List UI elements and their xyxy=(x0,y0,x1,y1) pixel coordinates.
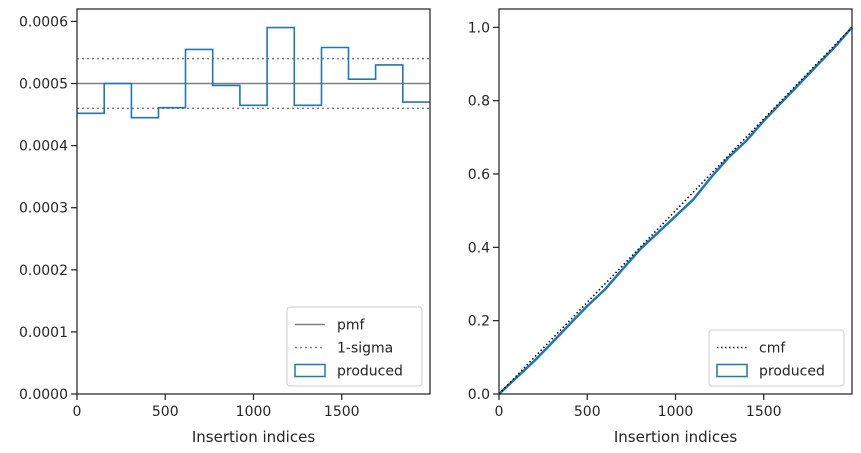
left-frame xyxy=(76,8,431,395)
left-legend-label: 1-sigma xyxy=(337,341,393,357)
right-y-tick-label: 0.8 xyxy=(468,94,490,110)
right-x-tick-label: 1000 xyxy=(658,404,694,420)
left-x-tick-label: 1000 xyxy=(236,404,272,420)
right-x-tick-label: 1500 xyxy=(746,404,782,420)
right-legend-label: cmf xyxy=(759,341,786,357)
right-axes: 0 500 1000 1500 0.0 0.2 0.4 0.6 0.8 1.0 Insertion … xyxy=(468,8,853,446)
cmf-line xyxy=(498,26,853,395)
right-x-tick-label: 500 xyxy=(574,404,601,420)
right-y-tick-label: 1.0 xyxy=(468,20,490,36)
left-x-tick-label: 0 xyxy=(73,404,82,420)
left-x-tick-label: 1500 xyxy=(324,404,360,420)
right-x-axis-label: Insertion indices xyxy=(614,428,737,446)
right-legend-label: produced xyxy=(759,364,825,380)
left-y-tick-label: 0.0002 xyxy=(19,263,68,279)
left-axes: 0 500 1000 1500 0.0000 0.0001 0.0002 0.0003 0.00… xyxy=(19,8,431,446)
produced-cdf-line xyxy=(498,26,853,395)
left-legend-label: pmf xyxy=(337,318,366,334)
right-x-tick-label: 0 xyxy=(495,404,504,420)
left-x-axis-label: Insertion indices xyxy=(192,428,315,446)
left-x-tick-label: 500 xyxy=(152,404,179,420)
left-y-tick-label: 0.0000 xyxy=(19,387,68,403)
left-y-tick-label: 0.0004 xyxy=(19,139,68,155)
left-y-tick-label: 0.0003 xyxy=(19,201,68,217)
right-legend-swatch xyxy=(716,363,748,378)
right-legend xyxy=(708,329,845,387)
left-legend xyxy=(286,306,423,387)
right-y-tick-label: 0.2 xyxy=(468,314,490,330)
left-legend-swatch xyxy=(294,363,326,378)
left-y-tick-label: 0.0001 xyxy=(19,325,68,341)
left-y-tick-label: 0.0005 xyxy=(19,77,68,93)
left-y-tick-label: 0.0006 xyxy=(19,14,68,30)
right-y-tick-label: 0.0 xyxy=(468,387,490,403)
right-frame xyxy=(498,8,853,395)
left-legend-label: produced xyxy=(337,364,403,380)
right-y-tick-label: 0.6 xyxy=(468,167,490,183)
produced-histogram-line xyxy=(77,26,430,119)
right-y-tick-label: 0.4 xyxy=(468,240,490,256)
